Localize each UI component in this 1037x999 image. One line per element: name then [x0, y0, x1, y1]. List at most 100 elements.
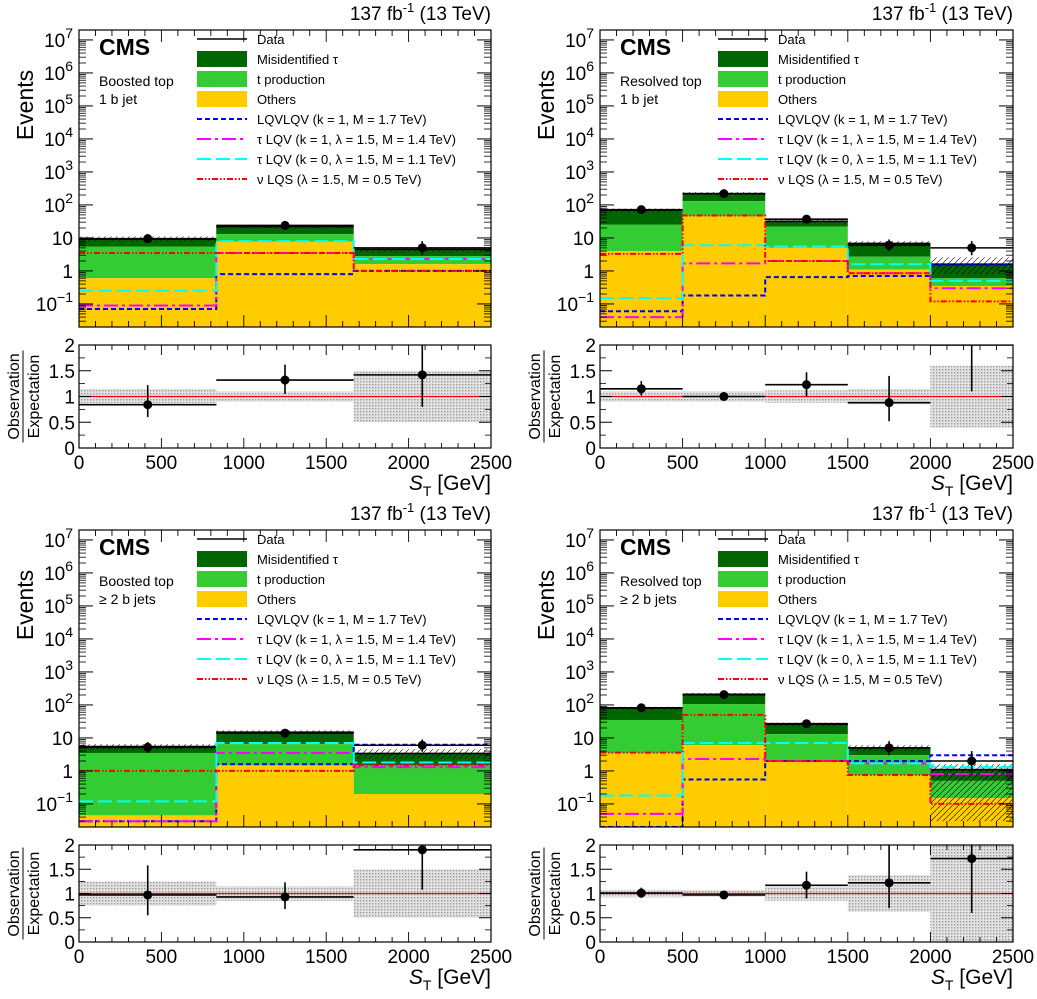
- x-tick-label: 1000: [744, 947, 786, 968]
- tprod-bar: [79, 246, 217, 279]
- y-axis-label: Events: [12, 570, 38, 640]
- x-tick-label: 1500: [305, 453, 347, 474]
- ratio-y-tick-label: 2: [64, 336, 75, 357]
- ratio-y-tick-label: 1.5: [570, 362, 596, 383]
- legend-swatch-others: [718, 591, 768, 607]
- ratio-label-top: Observation: [527, 850, 544, 936]
- data-point: [143, 742, 153, 752]
- legend-label-tprod: t production: [778, 72, 846, 87]
- legend-label-taulq_k1: τ LQV (k = 1, λ = 1.5, M = 1.4 TeV): [257, 632, 456, 647]
- region-sublabel: ≥ 2 b jets: [620, 591, 677, 607]
- y-axis-label: Events: [533, 570, 559, 640]
- data-point: [636, 703, 646, 713]
- others-bar: [216, 765, 354, 827]
- y-tick-label: 102: [565, 190, 594, 217]
- ratio-y-tick-label: 1.5: [49, 860, 75, 881]
- x-axis-label: ST [GeV]: [931, 472, 1013, 499]
- legend-swatch-others: [718, 91, 768, 107]
- cms-label: CMS: [620, 34, 671, 60]
- ratio-point: [967, 854, 977, 864]
- y-tick-label: 106: [44, 558, 73, 585]
- region-sublabel: 1 b jet: [99, 91, 137, 107]
- data-point: [280, 220, 290, 230]
- tprod-bar: [216, 234, 354, 242]
- tprod-bar: [353, 256, 491, 265]
- x-tick-label: 1000: [223, 453, 265, 474]
- legend-label-others: Others: [257, 592, 297, 607]
- data-point: [967, 756, 977, 766]
- cms-label: CMS: [99, 534, 150, 560]
- region-label: Resolved top: [620, 573, 702, 589]
- legend-label-taulq_k1: τ LQV (k = 1, λ = 1.5, M = 1.4 TeV): [257, 132, 456, 147]
- region-sublabel: 1 b jet: [620, 91, 658, 107]
- signal-line-taulq_k0: [600, 742, 1013, 797]
- legend-swatch-misid: [197, 551, 247, 567]
- x-tick-label: 2500: [470, 947, 512, 968]
- x-tick-label: 2500: [992, 453, 1034, 474]
- region-sublabel: ≥ 2 b jets: [99, 591, 156, 607]
- y-tick-label: 106: [44, 58, 73, 85]
- ratio-label-top: Observation: [6, 850, 23, 936]
- y-tick-label: 1: [583, 262, 594, 283]
- tprod-bar: [847, 256, 931, 270]
- legend-label-taulq_k0: τ LQV (k = 0, λ = 1.5, M = 1.1 TeV): [778, 652, 977, 667]
- legend-label-taulq_k1: τ LQV (k = 1, λ = 1.5, M = 1.4 TeV): [778, 632, 977, 647]
- y-tick-label: 107: [565, 25, 594, 52]
- legend-swatch-tprod: [197, 571, 247, 587]
- legend-label-nulq: ν LQS (λ = 1.5, M = 0.5 TeV): [257, 172, 422, 187]
- main-frame: [599, 529, 1014, 828]
- ratio-point: [719, 392, 729, 401]
- ratio-y-tick-label: 1: [585, 885, 596, 906]
- tprod-bar: [216, 744, 354, 766]
- y-tick-label: 105: [565, 91, 594, 118]
- others-bar: [600, 251, 683, 327]
- misid-bar: [682, 694, 766, 705]
- cms-label: CMS: [620, 534, 671, 560]
- ratio-plot-area: [600, 845, 1013, 942]
- lumi-label: 137 fb-1 (13 TeV): [350, 500, 491, 525]
- x-tick-label: 1000: [223, 947, 265, 968]
- legend-label-misid: Misidentified τ: [778, 552, 860, 567]
- ratio-plot-area: [79, 845, 491, 918]
- ratio-y-tick-label: 0.5: [49, 909, 75, 930]
- legend-label-lqlq: LQVLQV (k = 1, M = 1.7 TeV): [778, 612, 948, 627]
- others-bar: [353, 264, 491, 327]
- x-tick-label: 1000: [744, 453, 786, 474]
- y-axis-label: Events: [12, 70, 38, 140]
- ratio-point: [884, 878, 894, 888]
- y-tick-label: 10−1: [557, 289, 594, 316]
- ratio-plot-area: [79, 345, 491, 423]
- x-tick-label: 0: [595, 947, 606, 968]
- y-tick-label: 10: [573, 229, 594, 250]
- signal-line-nulq: [600, 713, 1013, 805]
- legend-label-others: Others: [257, 92, 297, 107]
- x-tick-label: 1500: [305, 947, 347, 968]
- misid-bar: [600, 708, 683, 720]
- legend-swatch-tprod: [718, 71, 768, 87]
- signal-line-nulq: [600, 214, 1013, 303]
- x-tick-label: 2000: [387, 947, 429, 968]
- y-tick-label: 107: [565, 525, 594, 552]
- signal-line-nulq: [79, 251, 491, 272]
- legend-label-data: Data: [257, 532, 285, 547]
- legend-swatch-others: [197, 91, 247, 107]
- legend-label-lqlq: LQVLQV (k = 1, M = 1.7 TeV): [778, 112, 948, 127]
- main-plot-area: [600, 690, 1013, 827]
- y-tick-label: 104: [44, 124, 73, 151]
- x-tick-label: 0: [595, 453, 606, 474]
- x-tick-label: 2500: [992, 947, 1034, 968]
- y-tick-label: 102: [44, 690, 73, 717]
- legend-label-misid: Misidentified τ: [257, 552, 339, 567]
- ratio-y-tick-label: 2: [585, 336, 596, 357]
- x-axis-label: ST [GeV]: [409, 966, 491, 993]
- y-tick-label: 105: [44, 91, 73, 118]
- y-tick-label: 107: [44, 525, 73, 552]
- ratio-point: [417, 370, 427, 380]
- y-tick-label: 106: [565, 58, 594, 85]
- tprod-bar: [930, 278, 1013, 286]
- tprod-bar: [847, 755, 931, 776]
- ratio-y-tick-label: 1.5: [49, 362, 75, 383]
- ratio-label-top: Observation: [527, 353, 544, 439]
